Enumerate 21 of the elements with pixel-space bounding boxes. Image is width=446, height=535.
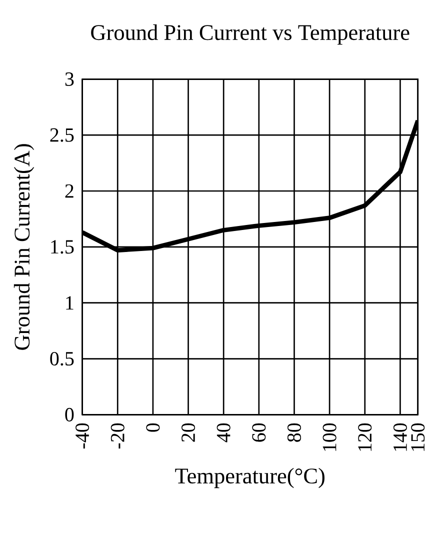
y-axis-title: Ground Pin Current(A): [14, 144, 34, 350]
x-tick-label: -40: [75, 423, 89, 449]
x-tick-label: 20: [181, 423, 195, 442]
y-tick-label: 0: [65, 408, 74, 422]
x-tick-label: -20: [110, 423, 124, 449]
x-tick-label: 140: [393, 423, 407, 451]
chart-title: Ground Pin Current vs Temperature: [90, 24, 410, 45]
x-axis-title: Temperature(°C): [174, 468, 324, 488]
y-tick-label: 1: [66, 296, 74, 310]
y-tick-label: 0.5: [50, 352, 74, 366]
x-tick-label: 40: [216, 423, 230, 442]
x-tick-label: 150: [410, 423, 424, 451]
x-tick-label: 60: [252, 423, 266, 442]
y-tick-label: 1.5: [50, 240, 74, 254]
x-tick-label: 100: [322, 423, 336, 451]
x-tick-label: 80: [287, 423, 301, 442]
y-tick-label: 2.5: [50, 128, 74, 142]
x-tick-label: 120: [358, 423, 372, 451]
y-tick-label: 3: [65, 72, 74, 86]
y-tick-label: 2: [65, 184, 74, 198]
x-tick-label: 0: [146, 423, 160, 432]
